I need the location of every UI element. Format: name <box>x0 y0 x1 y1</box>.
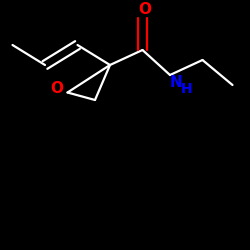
Text: O: O <box>50 81 63 96</box>
Text: N: N <box>170 75 183 90</box>
Text: O: O <box>138 2 151 18</box>
Text: H: H <box>180 82 192 96</box>
